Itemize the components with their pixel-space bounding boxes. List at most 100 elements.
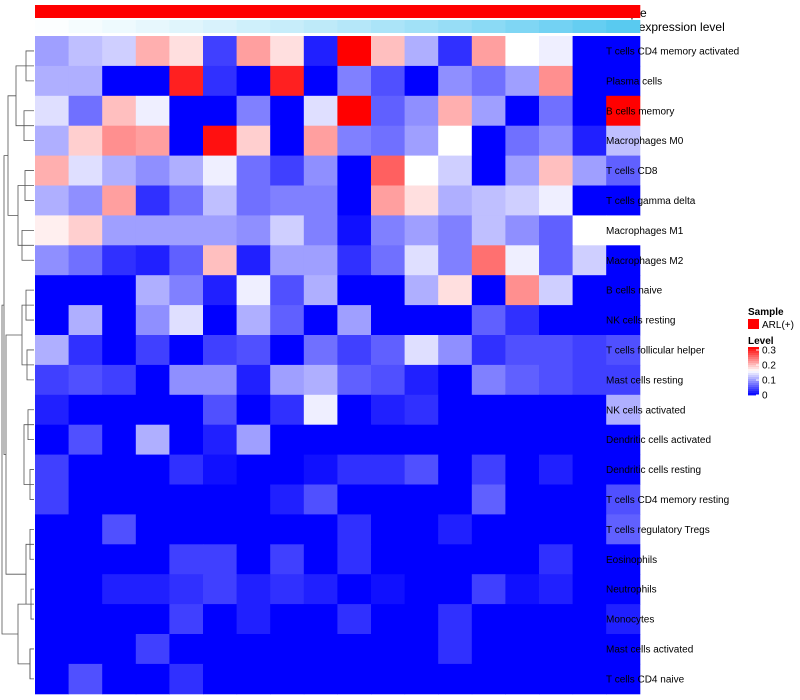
heatmap-cell: [404, 604, 439, 635]
heatmap-cell: [438, 36, 473, 67]
dendrogram-branch: [17, 603, 31, 679]
heatmap-cell: [35, 574, 70, 605]
heatmap-cell: [606, 36, 641, 67]
heatmap-cell: [438, 544, 473, 575]
heatmap-cell: [303, 305, 338, 336]
expression-annotation-cell: [303, 20, 338, 33]
heatmap-cell: [270, 185, 305, 216]
heatmap-cell: [169, 604, 204, 635]
heatmap-cell: [438, 394, 473, 426]
colorbar-segment: [748, 347, 759, 350]
heatmap-cell: [371, 155, 406, 186]
heatmap-cell: [572, 544, 607, 575]
heatmap-cell: [135, 604, 170, 635]
heatmap-cell: [471, 215, 506, 246]
heatmap-cell: [270, 663, 305, 695]
row-label: T cells CD4 naive: [606, 674, 685, 685]
heatmap-cell: [404, 335, 439, 366]
heatmap-cell: [471, 364, 506, 396]
heatmap-cell: [505, 663, 540, 695]
heatmap-cell: [135, 364, 170, 396]
heatmap-cell: [169, 394, 204, 426]
heatmap-cell: [35, 364, 70, 396]
heatmap-cell: [303, 185, 338, 216]
heatmap-cell: [102, 155, 137, 186]
heatmap-cell: [102, 245, 137, 276]
heatmap-cell: [203, 95, 238, 127]
heatmap-cell: [404, 215, 439, 246]
heatmap-cell: [337, 275, 372, 306]
heatmap-cell: [471, 604, 506, 635]
heatmap-cell: [35, 125, 70, 157]
heatmap-cell: [438, 185, 473, 216]
heatmap-cell: [236, 185, 271, 216]
heatmap-cell: [606, 364, 641, 396]
heatmap-cell: [236, 305, 271, 336]
heatmap-cell: [404, 364, 439, 396]
heatmap-cell: [539, 125, 574, 157]
colorbar-segment: [748, 357, 759, 360]
heatmap-cell: [135, 215, 170, 246]
heatmap-cell: [539, 394, 574, 426]
sample-annotation-cell: [505, 5, 540, 18]
heatmap-cell: [270, 634, 305, 665]
heatmap-cell: [203, 155, 238, 186]
heatmap-cell: [404, 634, 439, 665]
heatmap-cell: [606, 514, 641, 545]
heatmap-cell: [371, 574, 406, 605]
heatmap-cell: [68, 245, 103, 276]
heatmap-cell: [471, 95, 506, 127]
heatmap-cell: [404, 514, 439, 545]
heatmap-cell: [169, 215, 204, 246]
dendrogram-branch: [21, 304, 34, 366]
expression-annotation-cell: [404, 20, 439, 33]
heatmap-cell: [35, 275, 70, 306]
heatmap-cell: [135, 245, 170, 276]
heatmap-cell: [102, 663, 137, 695]
heatmap-cell: [102, 424, 137, 456]
sample-annotation-cell: [471, 5, 506, 18]
row-label: Eosinophils: [606, 555, 657, 566]
row-label: Monocytes: [606, 615, 654, 626]
colorbar-segment: [748, 353, 759, 356]
heatmap-cell: [606, 634, 641, 665]
heatmap-cell: [270, 335, 305, 366]
heatmap-cell: [371, 185, 406, 216]
heatmap-cell: [135, 335, 170, 366]
heatmap-cell: [68, 424, 103, 456]
colorbar-segment: [748, 371, 759, 374]
heatmap-cell: [236, 484, 271, 515]
heatmap-cell: [35, 95, 70, 127]
heatmap-cell: [68, 275, 103, 306]
heatmap-cell: [68, 215, 103, 246]
heatmap-cell: [539, 275, 574, 306]
legend: Sample ARL(+) Level 0.3 0.2 0.1 0: [748, 307, 794, 402]
heatmap-cell: [236, 125, 271, 157]
legend-level-colorbar: 0.3 0.2 0.1 0: [748, 346, 776, 402]
row-label: Plasma cells: [606, 76, 662, 87]
heatmap-cell: [303, 245, 338, 276]
heatmap-cell: [236, 634, 271, 665]
expression-annotation-cell: [606, 20, 641, 33]
heatmap-cell: [404, 245, 439, 276]
heatmap-cell: [270, 484, 305, 515]
heatmap-cell: [606, 454, 641, 485]
heatmap-cell: [539, 454, 574, 485]
heatmap-cell: [303, 394, 338, 426]
colorbar-segment: [748, 369, 759, 372]
heatmap-cell: [371, 36, 406, 67]
heatmap-cell: [303, 65, 338, 97]
heatmap-cell: [135, 424, 170, 456]
heatmap-cell: [404, 574, 439, 605]
sample-annotation-cell: [68, 5, 103, 18]
heatmap-cell: [270, 95, 305, 127]
heatmap-cell: [68, 634, 103, 665]
heatmap-cell: [68, 335, 103, 366]
heatmap-cell: [505, 125, 540, 157]
heatmap-cell: [102, 305, 137, 336]
heatmap-cell: [102, 544, 137, 575]
heatmap-cell: [236, 335, 271, 366]
heatmap-cell: [303, 275, 338, 306]
dendrogram-branch: [23, 424, 34, 485]
heatmap-cell: [236, 544, 271, 575]
